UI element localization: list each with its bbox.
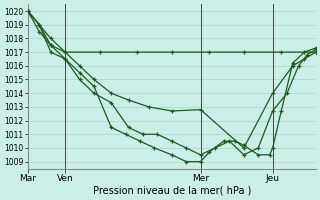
X-axis label: Pression niveau de la mer( hPa ): Pression niveau de la mer( hPa ) xyxy=(92,186,251,196)
